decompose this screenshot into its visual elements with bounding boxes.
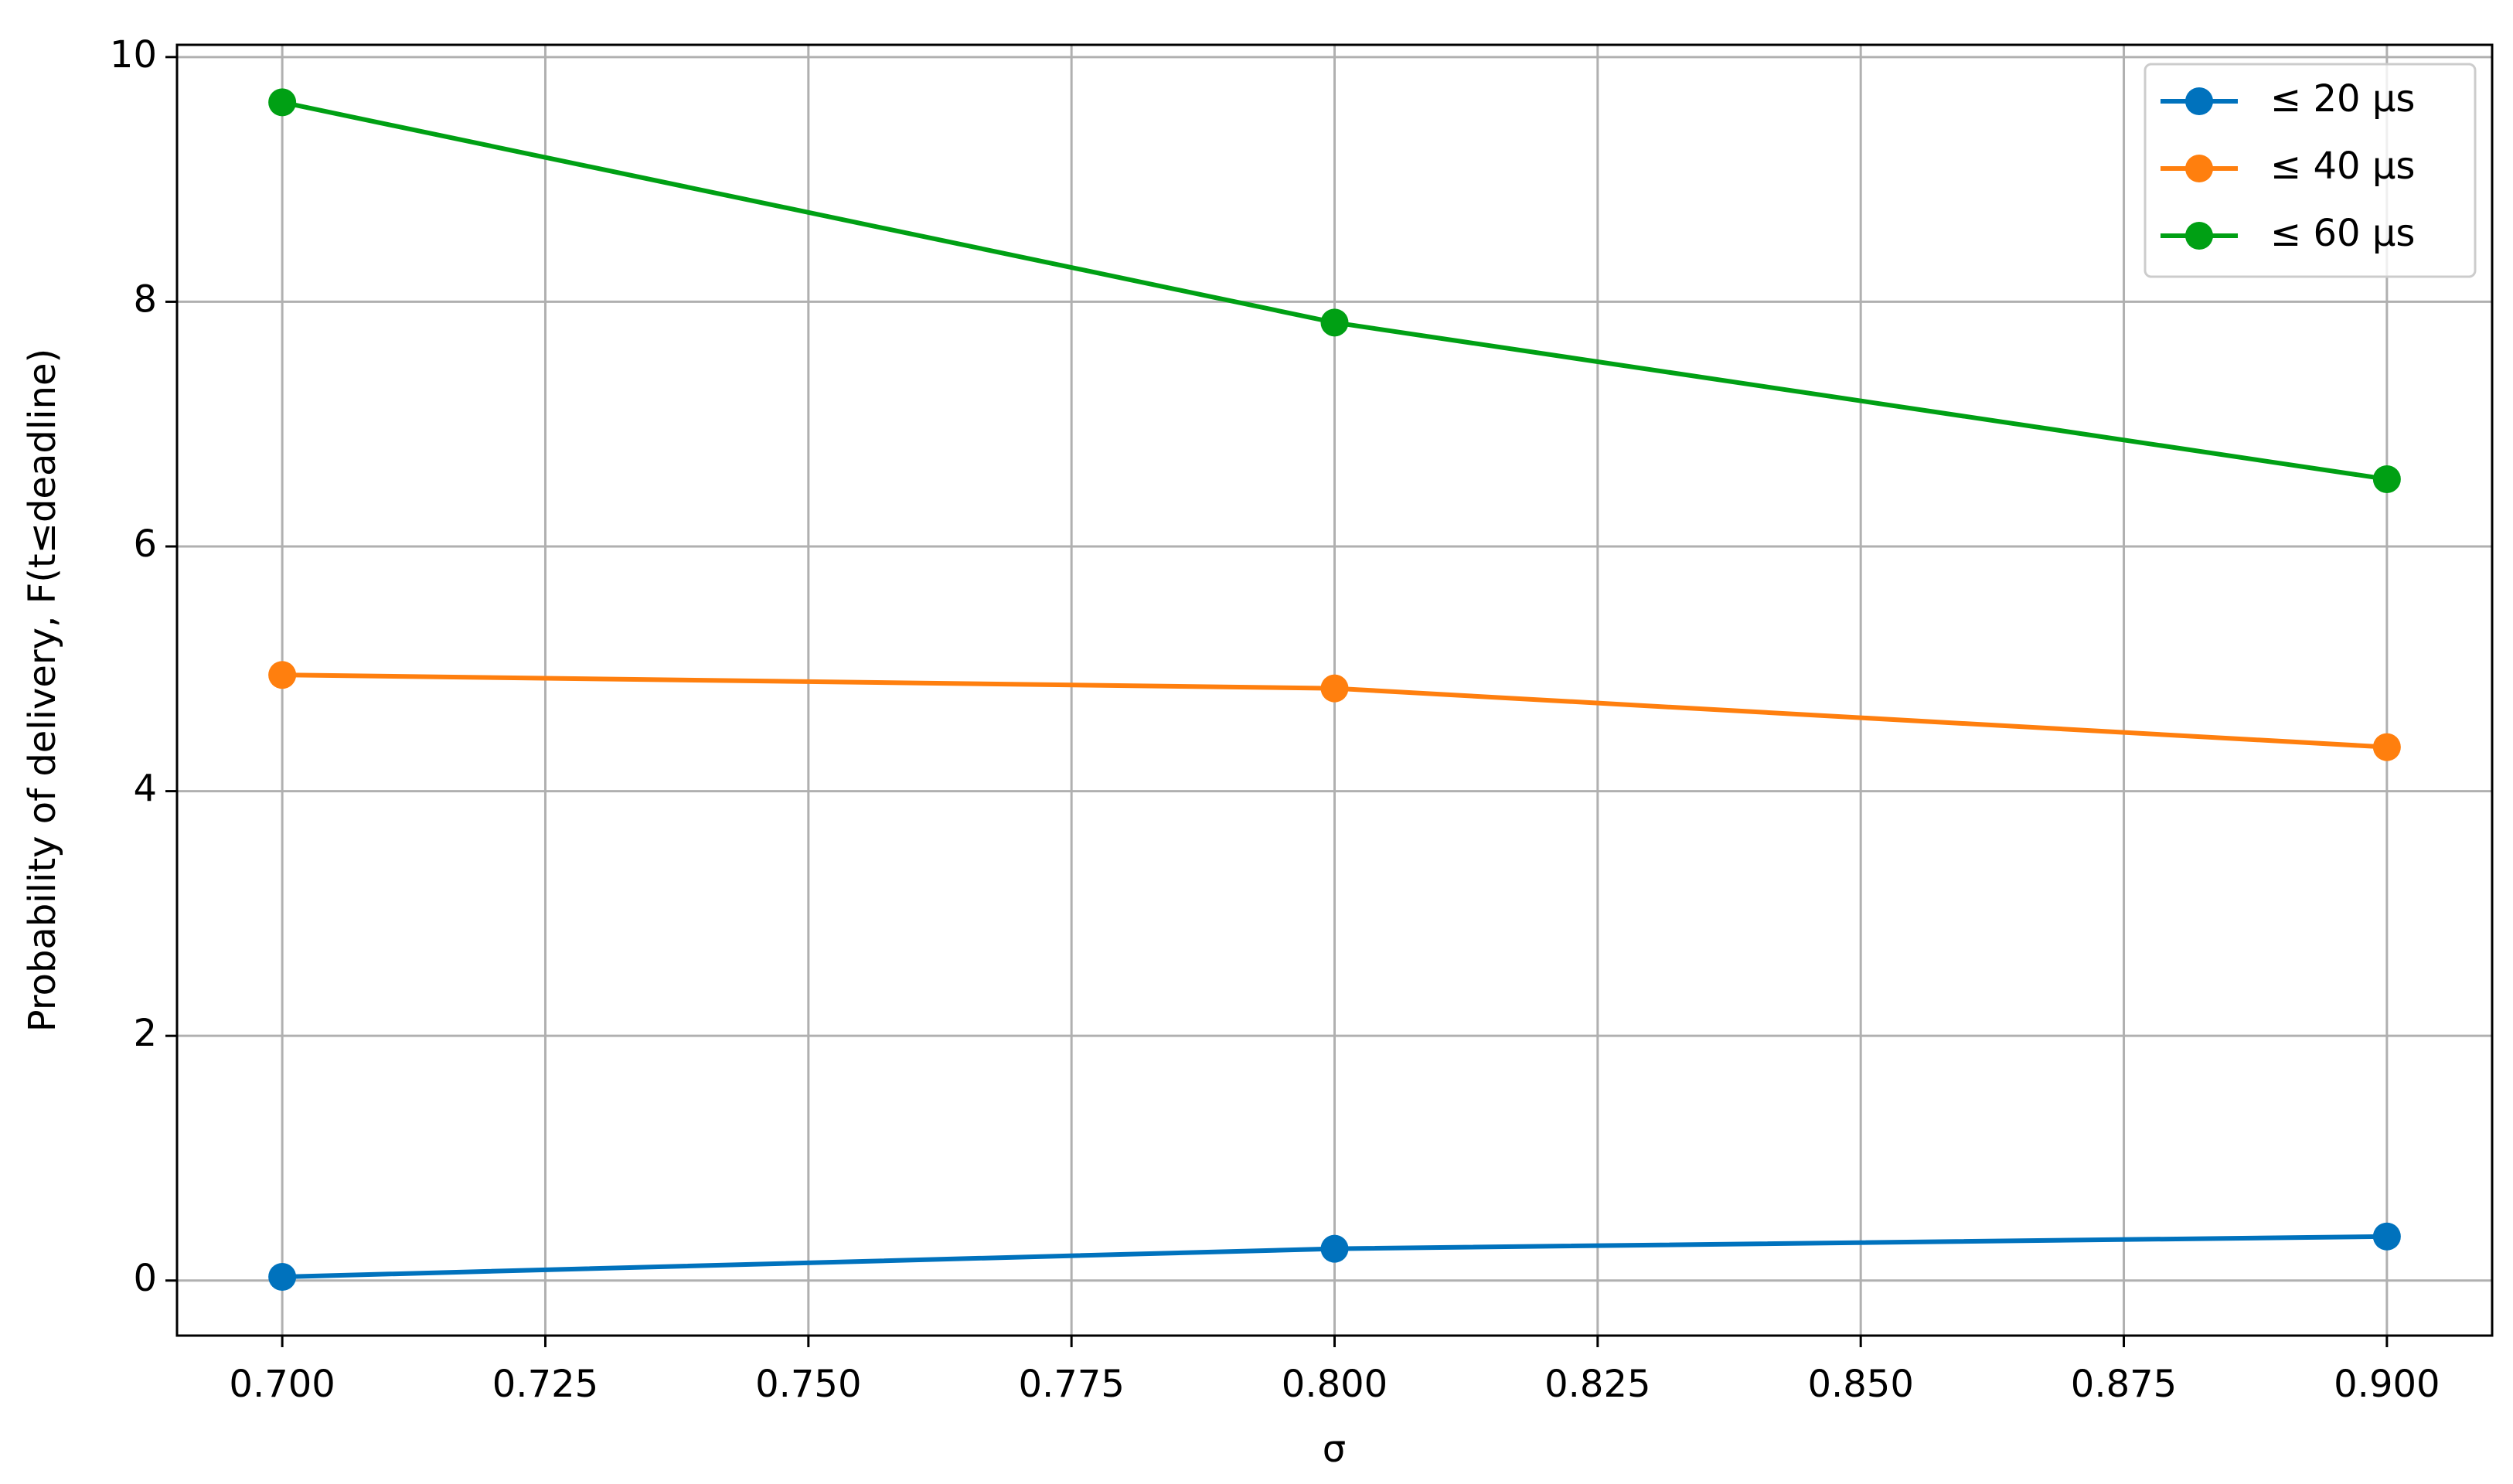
y-tick-label: 6 xyxy=(133,522,157,566)
x-axis-label: σ xyxy=(1323,1428,1346,1471)
x-tick-label: 0.875 xyxy=(2071,1363,2177,1406)
y-tick-label: 4 xyxy=(133,768,157,811)
plot-frame xyxy=(175,43,2494,1337)
series-marker xyxy=(2372,465,2401,493)
legend-label: ≤ 60 μs xyxy=(2270,212,2415,255)
series-marker xyxy=(1320,308,1349,337)
y-axis-label: Probability of delivery, F(t≤deadline) xyxy=(21,349,64,1032)
legend-label: ≤ 20 μs xyxy=(2270,77,2415,121)
legend-box xyxy=(2144,63,2477,278)
x-tick-label: 0.900 xyxy=(2334,1363,2440,1406)
x-tick-label: 0.850 xyxy=(1807,1363,1913,1406)
x-tick-label: 0.700 xyxy=(229,1363,335,1406)
legend-marker xyxy=(2185,87,2213,115)
y-tick-label: 10 xyxy=(110,33,157,77)
series-marker xyxy=(268,88,297,117)
x-tick-label: 0.825 xyxy=(1544,1363,1650,1406)
series-marker xyxy=(1320,674,1349,703)
y-tick-label: 0 xyxy=(133,1257,157,1300)
y-tick-label: 8 xyxy=(133,277,157,321)
series-marker xyxy=(2372,1222,2401,1251)
x-tick-label: 0.725 xyxy=(492,1363,598,1406)
x-tick-label: 0.775 xyxy=(1018,1363,1124,1406)
series-marker xyxy=(2372,733,2401,761)
legend-label: ≤ 40 μs xyxy=(2270,145,2415,188)
legend-marker xyxy=(2185,222,2213,250)
x-tick-label: 0.800 xyxy=(1282,1363,1388,1406)
legend-marker xyxy=(2185,155,2213,182)
series-marker xyxy=(1320,1234,1349,1263)
y-tick-label: 2 xyxy=(133,1012,157,1055)
x-tick-label: 0.750 xyxy=(755,1363,861,1406)
series-marker xyxy=(268,1263,297,1292)
series-marker xyxy=(268,661,297,689)
